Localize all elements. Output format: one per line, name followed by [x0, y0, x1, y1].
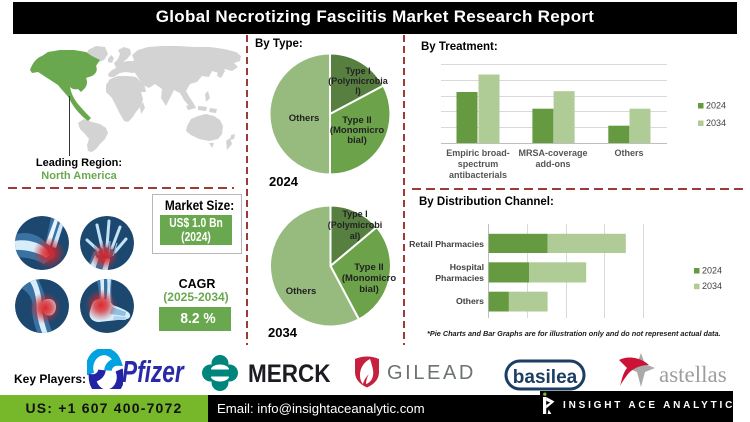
svg-text:2034: 2034	[706, 118, 726, 128]
svg-text:2034: 2034	[702, 281, 722, 291]
svg-text:basilea: basilea	[513, 367, 578, 388]
svg-text:2024: 2024	[706, 101, 726, 111]
svg-text:2024: 2024	[702, 266, 722, 276]
